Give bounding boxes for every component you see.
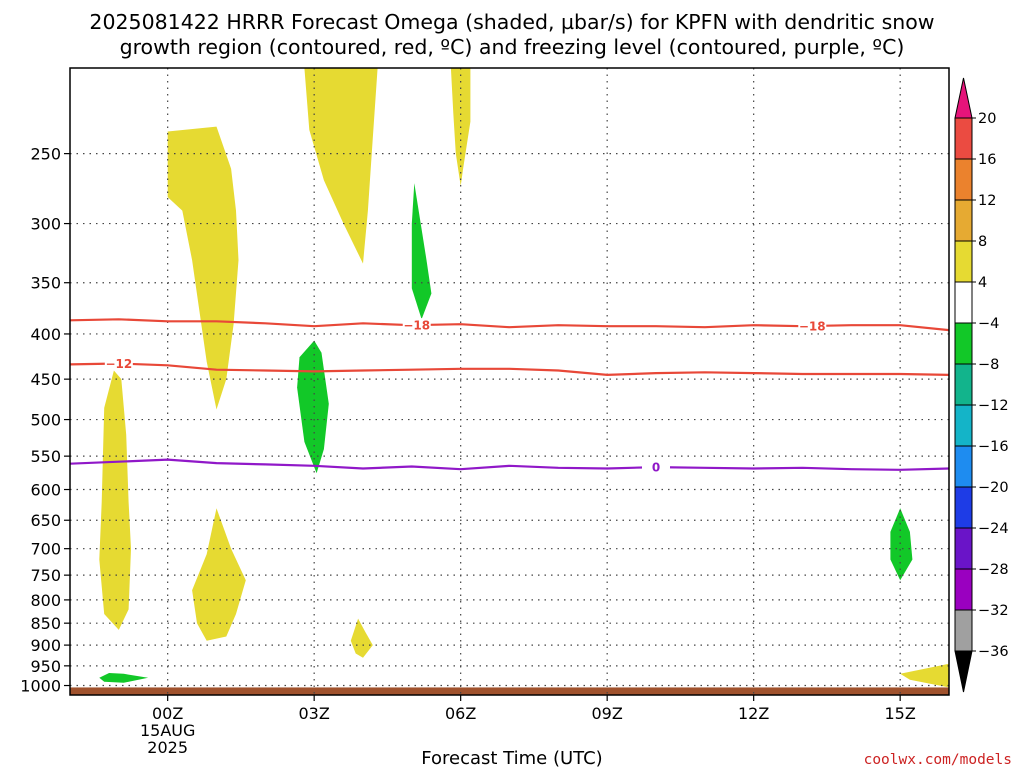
plot-frame <box>69 67 950 696</box>
omega-region-2 <box>167 126 239 410</box>
colorbar-label-9: −20 <box>978 480 1009 496</box>
x-tick-label-3-0: 03Z <box>299 704 330 723</box>
colorbar-label-7: −12 <box>978 398 1009 414</box>
colorbar-triangle-bottom <box>954 650 973 693</box>
contour-label-bg <box>104 356 133 371</box>
colorbar-triangle-top <box>954 77 973 119</box>
y-tick-label-900: 900 <box>30 636 61 655</box>
colorbar-label-13: −36 <box>978 644 1009 660</box>
y-tick-label-750: 750 <box>30 566 61 585</box>
colorbar-bin-7 <box>954 322 973 365</box>
x-tick-label-0-0: 00Z <box>152 704 183 723</box>
x-axis-label: Forecast Time (UTC) <box>421 748 602 768</box>
colorbar-bin-3 <box>954 486 973 529</box>
x-tick-label-12-0: 12Z <box>738 704 769 723</box>
x-tick-label-6-0: 06Z <box>445 704 476 723</box>
colorbar-label-6: −8 <box>978 357 999 373</box>
colorbar-label-4: 4 <box>978 275 987 291</box>
x-tick-label-9-0: 09Z <box>592 704 623 723</box>
credit-text: coolwx.com/models <box>864 752 1012 768</box>
colorbar-bin-0 <box>954 609 973 652</box>
y-tick-label-500: 500 <box>30 411 61 430</box>
contour-label-0: 0 <box>652 461 660 475</box>
y-tick-label-950: 950 <box>30 657 61 676</box>
colorbar-label-11: −28 <box>978 562 1009 578</box>
omega-region-10 <box>99 673 149 683</box>
omega-region-5 <box>350 618 373 658</box>
omega-region-6 <box>900 663 949 688</box>
omega-region-0 <box>304 68 378 264</box>
x-tick-label-0-2: 2025 <box>147 738 188 757</box>
y-tick-label-700: 700 <box>30 540 61 559</box>
x-tick-label-0-1: 15AUG <box>140 721 195 740</box>
plot-area: −18 −18 −12 0 250 300 350 400 450 500 550 600 650 700… <box>20 67 950 757</box>
omega-region-3 <box>99 370 131 630</box>
chart-title-line1: 2025081422 HRRR Forecast Omega (shaded, … <box>89 10 934 34</box>
colorbar-bin-10 <box>954 199 973 242</box>
y-tick-label-300: 300 <box>30 215 61 234</box>
plot-inner: −18 −18 −12 0 <box>70 68 949 695</box>
y-tick-label-450: 450 <box>30 370 61 389</box>
colorbar-label-12: −32 <box>978 603 1009 619</box>
omega-region-7 <box>411 183 432 320</box>
colorbar-bin-8 <box>954 281 973 324</box>
colorbar-label-1: 16 <box>978 152 996 168</box>
contour-line-0 <box>70 458 949 471</box>
colorbar-bin-6 <box>954 363 973 406</box>
colorbar-label-0: 20 <box>978 111 996 127</box>
y-tick-label-1000: 1000 <box>20 677 61 696</box>
colorbar-bin-1 <box>954 568 973 611</box>
y-tick-label-650: 650 <box>30 511 61 530</box>
colorbar-label-2: 12 <box>978 193 996 209</box>
contour-label-bg <box>402 318 431 333</box>
colorbar-bin-2 <box>954 527 973 570</box>
ground-fill <box>70 687 949 695</box>
colorbar-label-5: −4 <box>978 316 999 332</box>
x-tick-label-15-0: 15Z <box>885 704 916 723</box>
y-tick-label-850: 850 <box>30 614 61 633</box>
omega-region-4 <box>192 508 246 641</box>
colorbar-bin-4 <box>954 445 973 488</box>
colorbar-bin-9 <box>954 240 973 283</box>
contour-label--12: −12 <box>105 357 132 371</box>
y-tick-label-250: 250 <box>30 145 61 164</box>
colorbar-label-10: −24 <box>978 521 1009 537</box>
contour-label-bg <box>642 460 670 475</box>
y-tick-label-550: 550 <box>30 447 61 466</box>
contour-label--18: −18 <box>403 319 430 333</box>
y-tick-label-600: 600 <box>30 481 61 500</box>
chart-title-line2: growth region (contoured, red, ºC) and f… <box>120 35 905 59</box>
colorbar-label-3: 8 <box>978 234 987 250</box>
omega-region-8 <box>297 340 329 474</box>
contour-label--18: −18 <box>799 320 826 334</box>
y-tick-label-400: 400 <box>30 325 61 344</box>
colorbar-bin-12 <box>954 117 973 160</box>
contour-line--12 <box>70 362 949 377</box>
colorbar-label-8: −16 <box>978 439 1009 455</box>
y-tick-label-800: 800 <box>30 591 61 610</box>
colorbar: 20 16 12 8 4 −4 −8 −12 −16 −20 −24 −28 −32 −36 <box>954 77 1009 693</box>
contour-label-bg <box>798 319 827 334</box>
colorbar-bin-11 <box>954 158 973 201</box>
omega-region-9 <box>890 508 913 581</box>
y-tick-label-350: 350 <box>30 274 61 293</box>
colorbar-bin-5 <box>954 404 973 447</box>
